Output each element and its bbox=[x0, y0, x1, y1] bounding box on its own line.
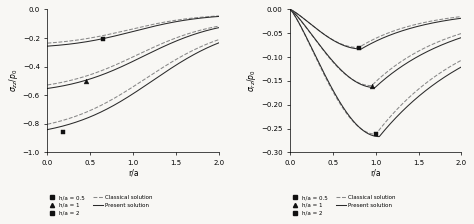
Legend: h/a = 0.5, h/a = 1, h/a = 2, Classical solution, Present solution: h/a = 0.5, h/a = 1, h/a = 2, Classical s… bbox=[290, 195, 396, 216]
Legend: h/a = 0.5, h/a = 1, h/a = 2, Classical solution, Present solution: h/a = 0.5, h/a = 1, h/a = 2, Classical s… bbox=[47, 195, 153, 216]
Y-axis label: $\sigma_{zz}/p_0$: $\sigma_{zz}/p_0$ bbox=[7, 69, 20, 93]
X-axis label: r/a: r/a bbox=[371, 169, 381, 178]
X-axis label: r/a: r/a bbox=[128, 169, 138, 178]
Y-axis label: $\sigma_{rz}/p_0$: $\sigma_{rz}/p_0$ bbox=[245, 70, 258, 92]
